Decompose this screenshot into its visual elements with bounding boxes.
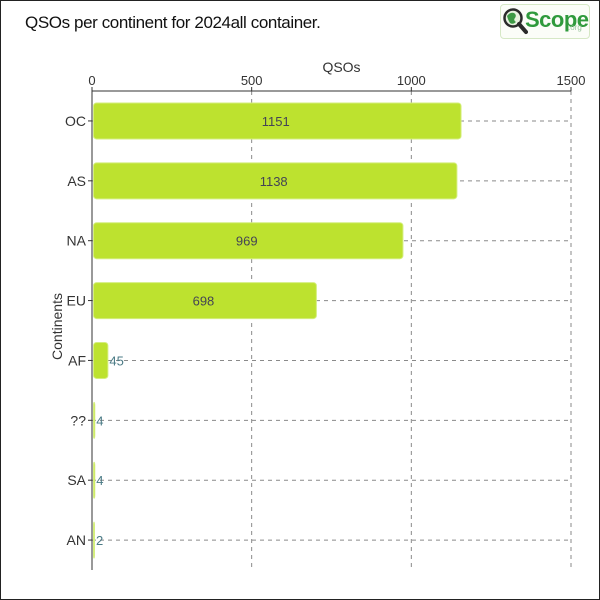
category-label: AS <box>67 173 86 189</box>
bars: 1151 1138 969 698 45 4 4 2 <box>93 102 462 559</box>
bar-value-label: 4 <box>96 413 103 428</box>
bar-AN[interactable] <box>93 521 95 559</box>
chart-title: QSOs per continent for 2024all container… <box>25 13 321 32</box>
logo-suffix: .org <box>568 23 582 32</box>
category-label: OC <box>65 113 86 129</box>
bar-AS[interactable] <box>93 162 458 200</box>
bar-??[interactable] <box>93 401 96 439</box>
bar-NA[interactable] <box>93 222 404 260</box>
bar-AF[interactable] <box>93 341 109 379</box>
bar-OC[interactable] <box>93 102 462 140</box>
logo-text: Scope <box>525 7 589 32</box>
bar-value-label: 2 <box>96 533 103 548</box>
category-label: AF <box>68 352 86 368</box>
bar-value-label: 969 <box>236 234 258 249</box>
bar-value-label: 1138 <box>260 174 288 189</box>
x-tick-label: 1000 <box>397 73 426 88</box>
category-label: AN <box>67 532 86 548</box>
category-label: EU <box>67 293 86 309</box>
qscope-logo[interactable]: Scope .org <box>500 4 590 39</box>
category-label: SA <box>67 472 86 488</box>
magnifier-globe-icon <box>503 8 528 34</box>
bar-value-label: 698 <box>193 294 215 309</box>
x-tick-label: 500 <box>241 73 263 88</box>
y-axis-title: Continents <box>49 293 65 360</box>
x-tick-label: 0 <box>88 73 95 88</box>
x-tick-label: 1500 <box>557 73 586 88</box>
bar-value-label: 4 <box>96 473 103 488</box>
bar-SA[interactable] <box>93 461 96 499</box>
category-label: ?? <box>70 412 86 428</box>
bar-value-label: 45 <box>109 353 123 368</box>
axes: OC AS NA EU AF?? SA AN 0 500 1000 1500 <box>65 73 585 570</box>
x-axis-title: QSOs <box>322 59 360 75</box>
bar-EU[interactable] <box>93 282 317 320</box>
category-label: NA <box>67 233 87 249</box>
bar-value-label: 1151 <box>262 114 290 129</box>
